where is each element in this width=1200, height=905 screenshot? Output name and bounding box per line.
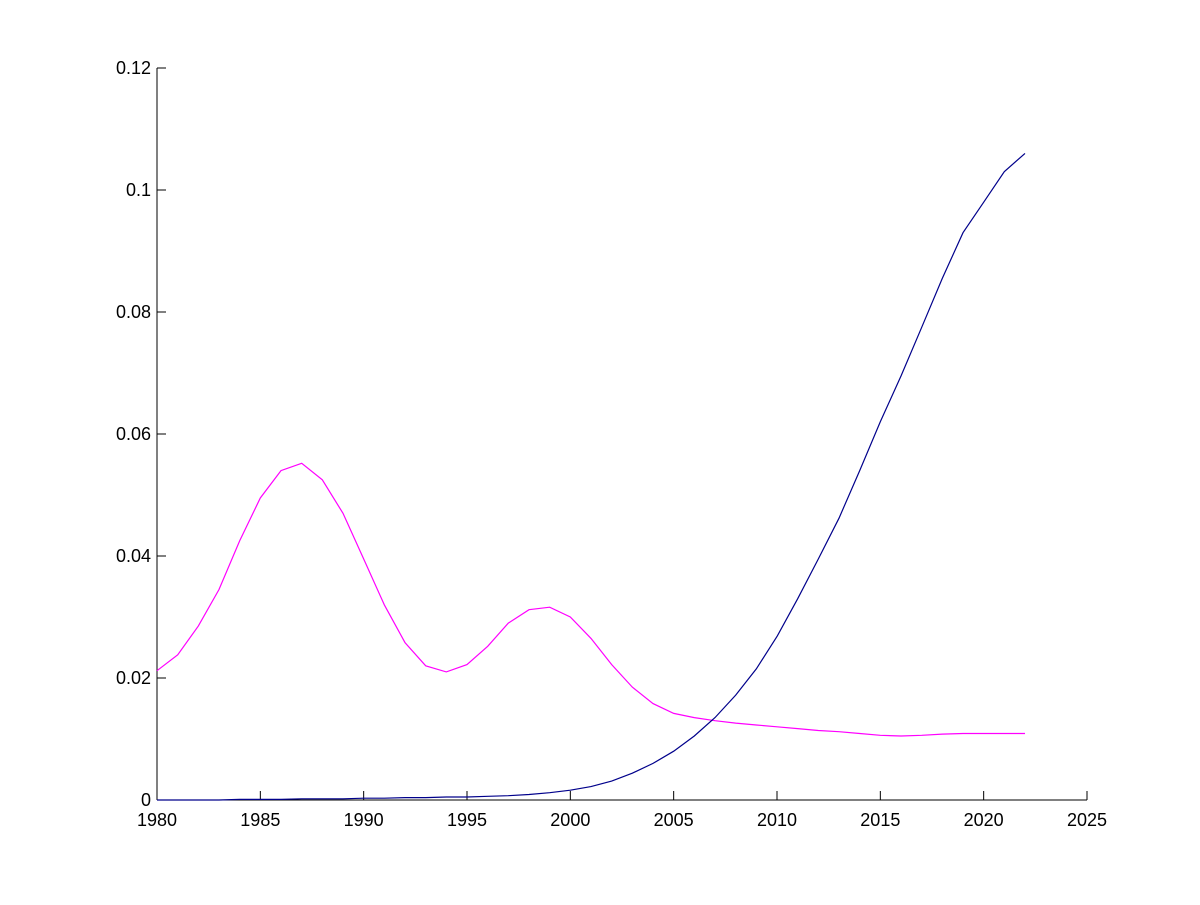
x-tick-label: 1990 [344,810,384,830]
y-tick-label: 0.06 [116,424,151,444]
y-tick-label: 0.04 [116,546,151,566]
x-tick-label: 1995 [447,810,487,830]
axes [156,67,1088,801]
series-line-1 [156,462,1025,737]
x-tick-label: 1985 [240,810,280,830]
x-tick-label: 2005 [654,810,694,830]
y-tick-label: 0.02 [116,668,151,688]
x-tick-label: 2025 [1067,810,1107,830]
y-tick-label: 0.12 [116,58,151,78]
x-tick-label: 2000 [550,810,590,830]
x-tick-label: 1980 [137,810,177,830]
x-tick-label: 2015 [860,810,900,830]
y-tick-label: 0.08 [116,302,151,322]
series-line-2 [157,152,1026,801]
tick-labels: 1980 1985 1990 1995 2000 2005 2010 2015 2020 2025… [116,58,1107,830]
x-tick-label: 2010 [757,810,797,830]
y-tick-label: 0.1 [126,180,151,200]
x-tick-label: 2020 [964,810,1004,830]
series-lines [156,152,1026,801]
y-tick-label: 0 [141,790,151,810]
